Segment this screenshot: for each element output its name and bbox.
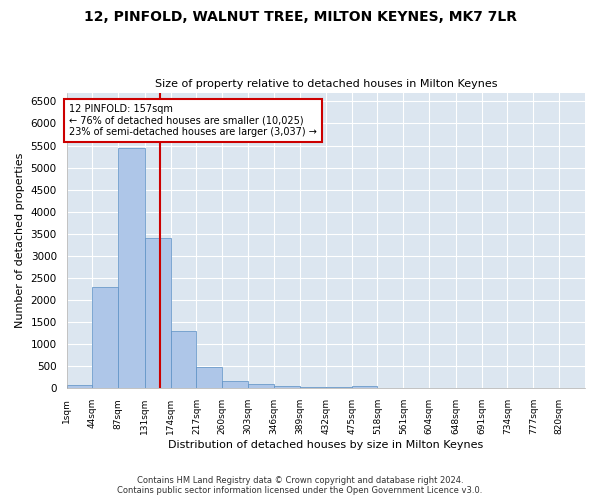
Text: 12 PINFOLD: 157sqm
← 76% of detached houses are smaller (10,025)
23% of semi-det: 12 PINFOLD: 157sqm ← 76% of detached hou… <box>69 104 317 137</box>
Bar <box>92 287 118 388</box>
Bar <box>145 238 170 388</box>
Bar <box>300 387 326 388</box>
Bar <box>118 148 145 388</box>
Bar <box>248 384 274 388</box>
X-axis label: Distribution of detached houses by size in Milton Keynes: Distribution of detached houses by size … <box>168 440 484 450</box>
Text: Contains HM Land Registry data © Crown copyright and database right 2024.
Contai: Contains HM Land Registry data © Crown c… <box>118 476 482 495</box>
Text: 12, PINFOLD, WALNUT TREE, MILTON KEYNES, MK7 7LR: 12, PINFOLD, WALNUT TREE, MILTON KEYNES,… <box>83 10 517 24</box>
Bar <box>274 386 300 388</box>
Y-axis label: Number of detached properties: Number of detached properties <box>15 153 25 328</box>
Bar <box>223 381 248 388</box>
Title: Size of property relative to detached houses in Milton Keynes: Size of property relative to detached ho… <box>155 79 497 89</box>
Bar <box>196 367 223 388</box>
Bar <box>67 386 92 388</box>
Bar <box>170 331 196 388</box>
Bar <box>352 386 377 388</box>
